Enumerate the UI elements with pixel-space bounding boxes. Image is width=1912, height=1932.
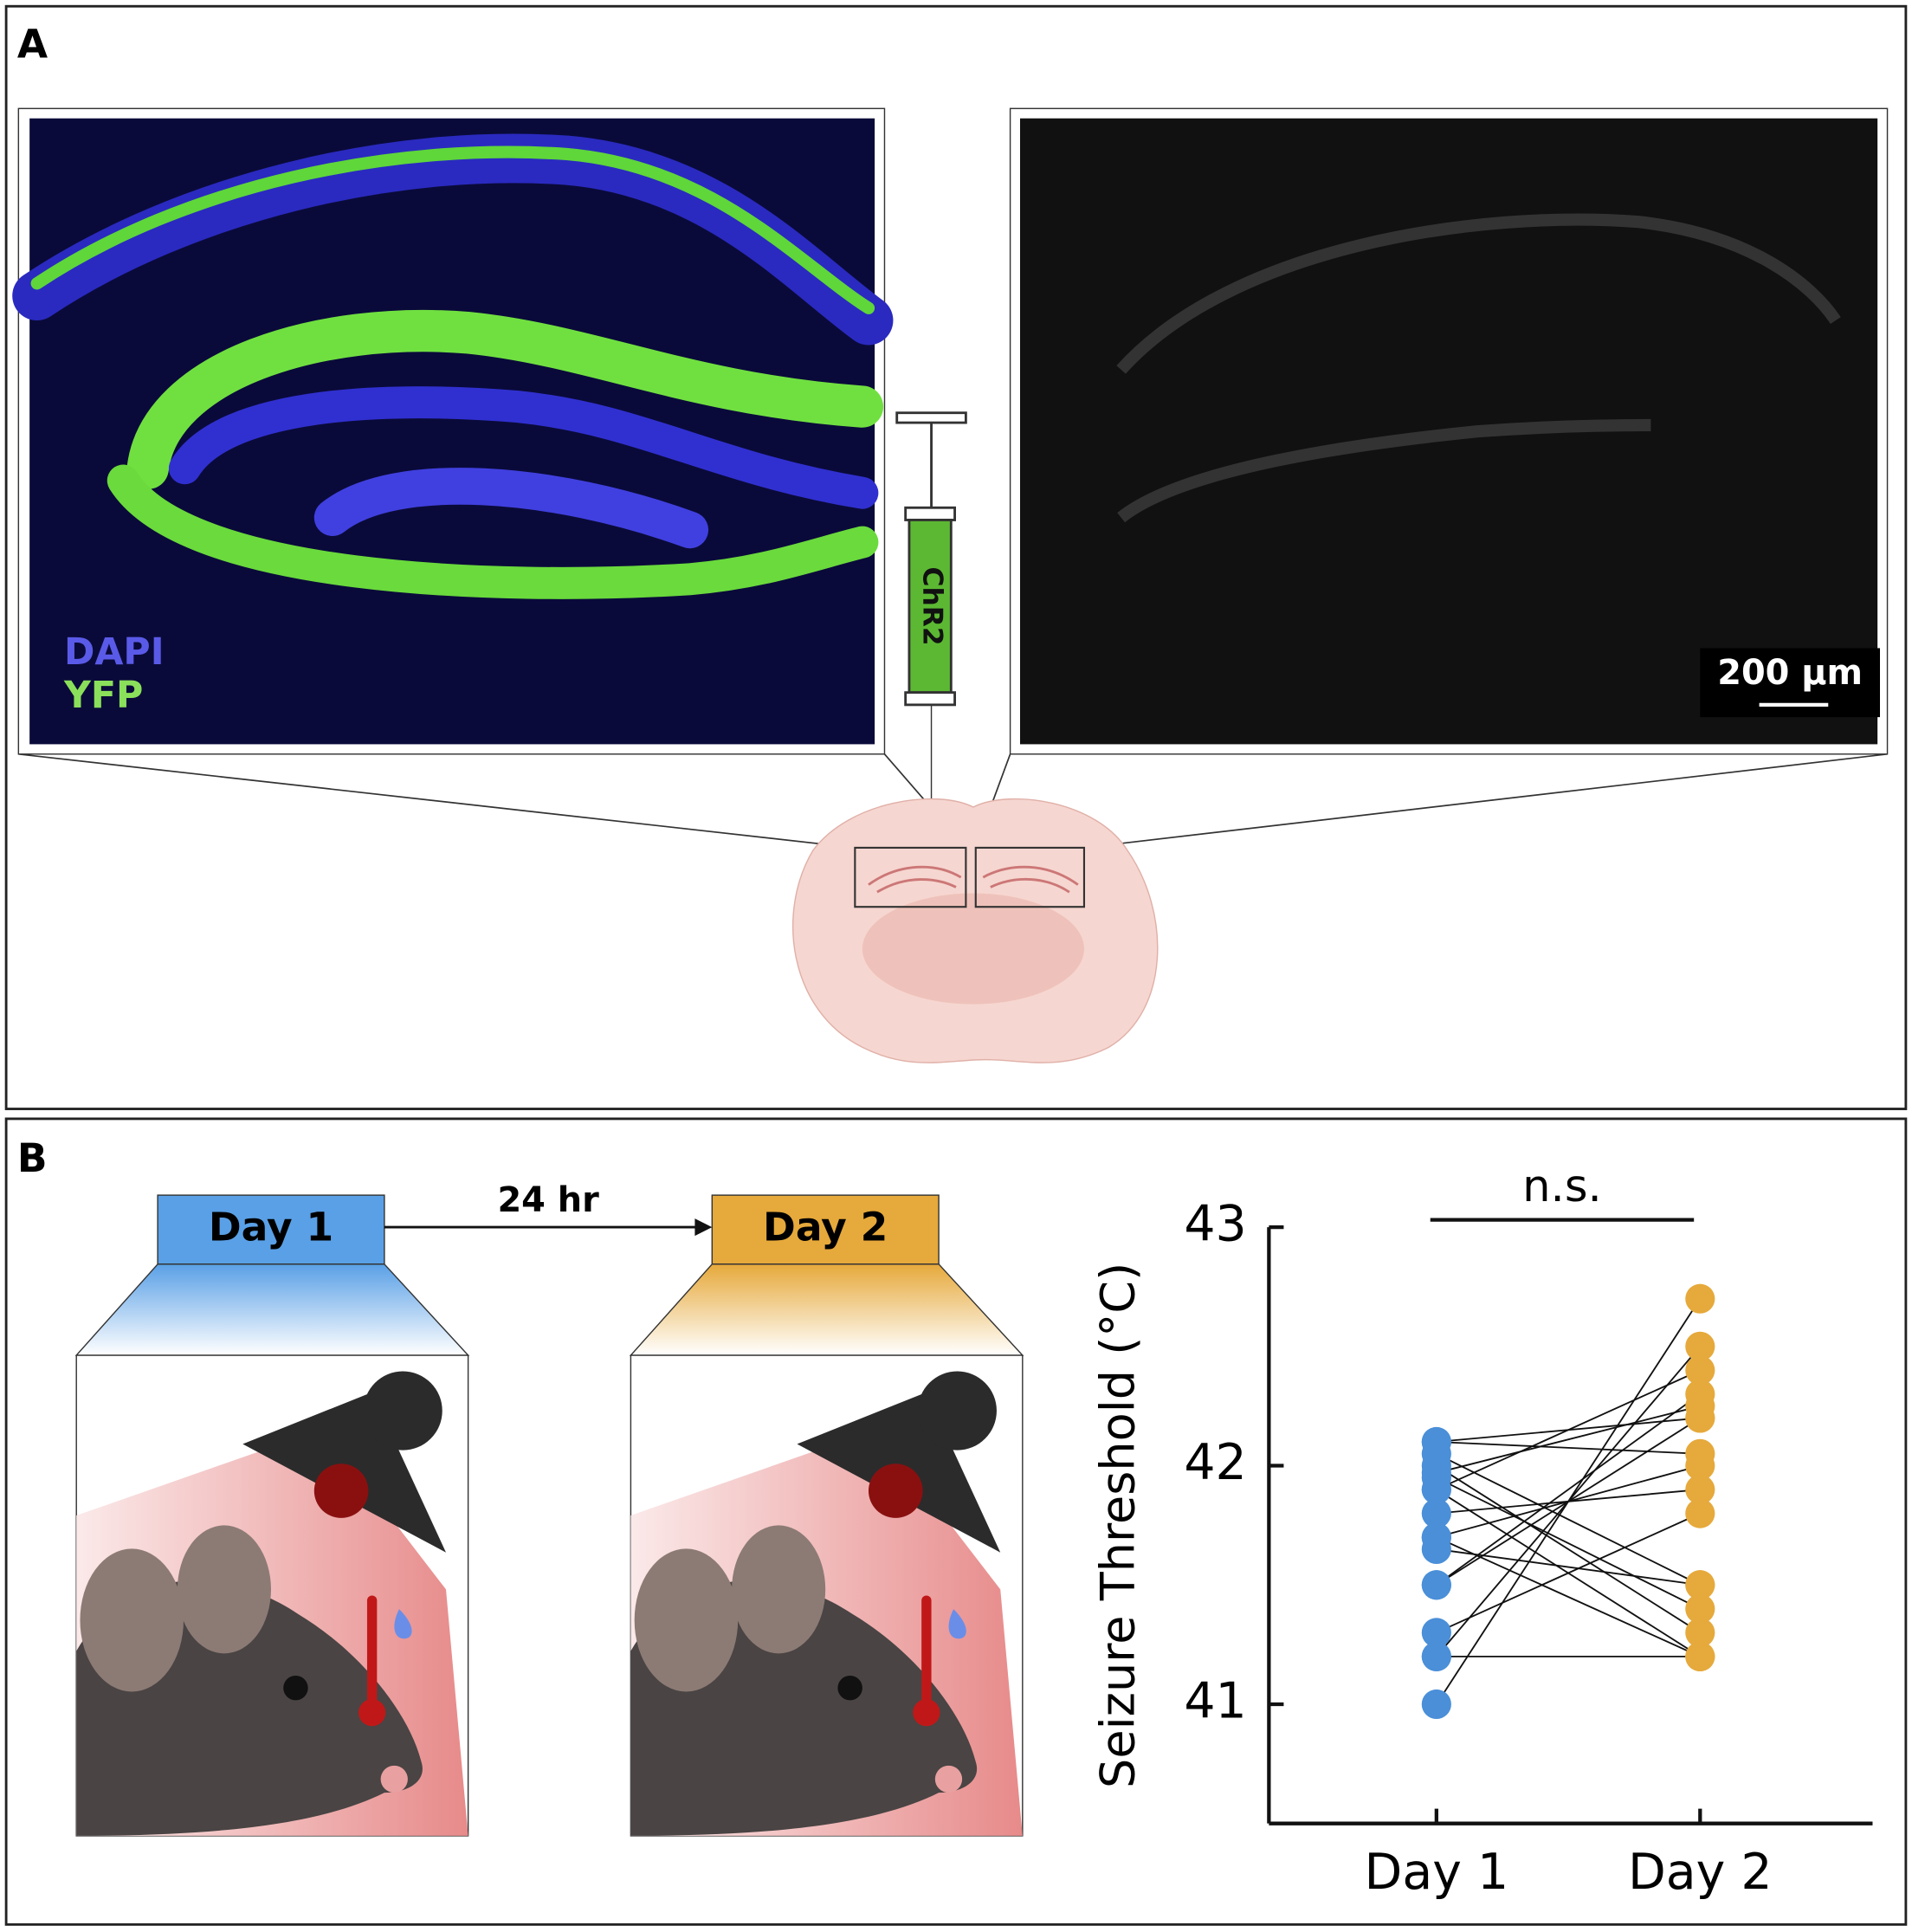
data-point [1685,1475,1715,1505]
syringe [895,411,967,863]
data-point [1685,1331,1715,1361]
data-point [1421,1618,1451,1648]
brain-region [862,893,1084,1005]
hippocampus-sketch [868,865,1079,894]
bulb [313,1464,369,1518]
thermometer-bulb [913,1698,940,1727]
data-point [1685,1355,1715,1386]
pair-line [1436,1405,1701,1474]
y-tick-label: 42 [1184,1434,1246,1491]
panel-frame [4,4,1908,1110]
day-box-label: Day 1 [209,1204,333,1250]
mouse-eye [283,1675,308,1701]
roi-box [974,846,1086,908]
significance-label: n.s. [1522,1160,1602,1212]
pair-line [1436,1548,1701,1586]
x-tick-label: Day 1 [1365,1844,1509,1901]
data-point [1685,1593,1715,1624]
timeline [74,1194,1024,1356]
data-point [1685,1570,1715,1600]
data-point [1685,1283,1715,1314]
pair-line [1436,1512,1701,1634]
interval-label: 24 hr [497,1180,599,1220]
day-box-label: Day 2 [763,1204,888,1250]
lamp-cap [363,1371,442,1451]
lamp-cap [917,1371,997,1451]
pair-line [1436,1369,1701,1490]
data-point [1685,1641,1715,1671]
roi-box [854,846,967,908]
mouse-nose [380,1765,408,1793]
y-tick-label: 43 [1184,1196,1246,1253]
data-point [1685,1403,1715,1433]
mouse-eye [837,1675,862,1701]
hippocampus-dim [1116,213,1841,523]
stain-label: YFP [63,674,143,717]
pair-line [1436,1298,1702,1705]
mouse-ear [80,1548,184,1692]
data-point [1685,1379,1715,1409]
thermometer [921,1595,932,1707]
scale-bar-label: 200 µm [1717,653,1863,693]
data-point [1685,1618,1715,1648]
pair-line [1436,1452,1701,1586]
panel-label: A [17,22,48,68]
hippocampus-fluorescence [12,133,894,599]
data-point [1421,1498,1451,1528]
y-tick-label: 41 [1184,1673,1246,1730]
mouse-scenes [75,1354,1024,1837]
data-point [1421,1641,1451,1671]
mouse-ear [177,1525,271,1654]
mouse-scene [630,1354,1024,1837]
mouse-scene [75,1354,469,1837]
data-point [1421,1689,1451,1720]
sweat-drop [394,1609,412,1639]
data-point [1685,1498,1715,1528]
mouse-nose [934,1765,963,1793]
y-axis-label: Seizure Threshold (°C) [1090,1263,1145,1788]
mouse-ear [732,1525,826,1654]
thermometer [366,1595,378,1707]
data-point [1421,1475,1451,1505]
mouse-ear [634,1548,739,1692]
syringe-label: ChR2 [917,567,948,646]
data-point [1685,1451,1715,1481]
stain-label: DAPI [64,630,165,674]
x-tick-label: Day 2 [1628,1844,1773,1901]
bulb [868,1464,923,1518]
panel-label: B [17,1135,48,1181]
thermometer-bulb [358,1698,386,1727]
pair-line [1436,1476,1701,1610]
sweat-drop [948,1609,966,1639]
data-point [1421,1534,1451,1565]
pair-line [1436,1393,1701,1586]
pair-line [1436,1464,1701,1634]
pair-line [1436,1441,1701,1455]
data-point [1421,1570,1451,1600]
panel-frame [4,1117,1908,1926]
